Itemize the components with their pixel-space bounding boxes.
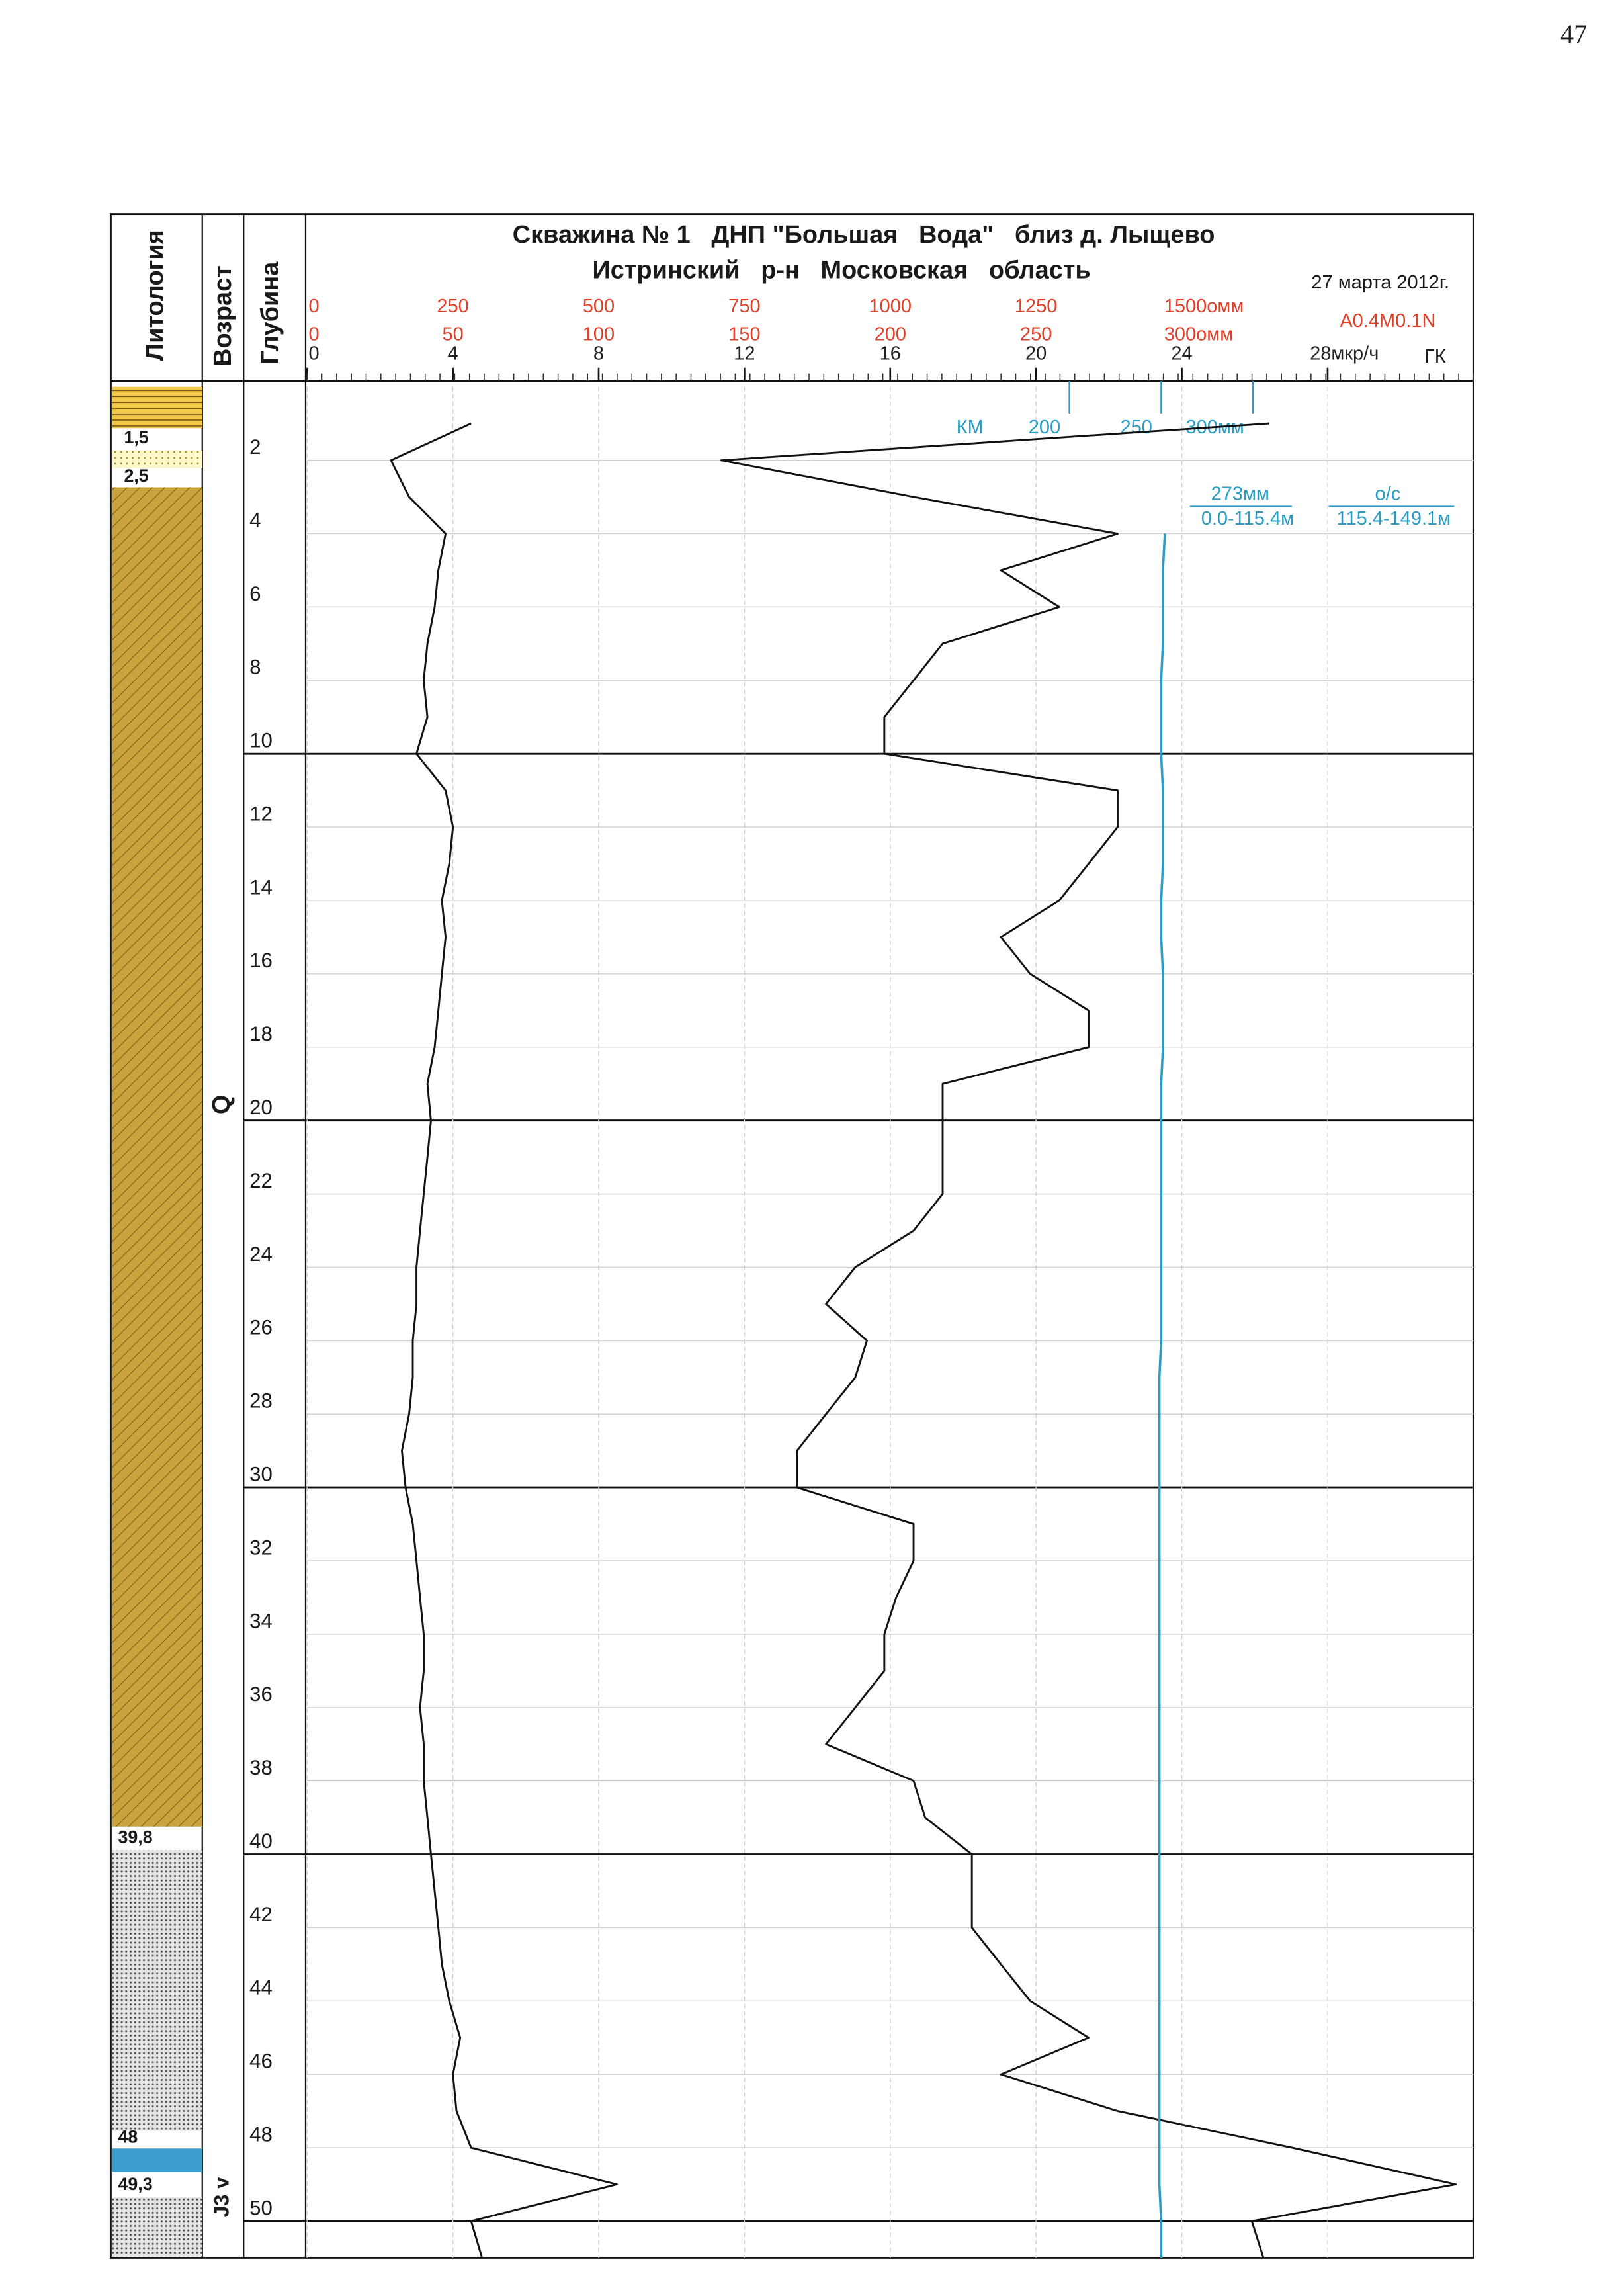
lithology-label: 49,3 [118,2174,153,2194]
scale-label: 250 [437,296,468,317]
column-header: Литология [142,230,169,361]
scale-label: 150 [728,324,760,345]
scale-label: 500 [583,296,615,317]
page-number: 47 [1560,19,1587,49]
scale-label: 1000 [869,296,912,317]
depth-label: 18 [249,1022,273,1045]
annotation: 0.0-115.4м [1201,508,1294,529]
depth-label: 46 [249,2050,273,2073]
legend-label: A0.4M0.1N [1340,310,1435,331]
scale-label: 20 [1025,343,1047,364]
depth-label: 20 [249,1096,273,1119]
depth-label: 22 [249,1169,273,1192]
scale-label: 1500омм [1164,296,1244,317]
depth-label: 10 [249,729,273,752]
scale-label: 200 [875,324,906,345]
depth-label: 24 [249,1243,273,1266]
lithology-layer [112,450,202,468]
scale-label: 250 [1020,324,1052,345]
lithology-label: 39,8 [118,1827,153,1847]
age-label: Q [208,1095,235,1115]
depth-label: 38 [249,1756,273,1779]
scale-label: 24 [1171,343,1192,364]
sheet: 47 1,5 2,5 39,8 48 49,3 Литология Возрас… [109,19,1587,2259]
scale-label: 16 [880,343,901,364]
depth-label: 4 [249,509,261,532]
annotation: о/с [1375,483,1401,504]
depth-label: 32 [249,1536,273,1559]
date: 27 марта 2012г. [1311,272,1449,293]
depth-label: 16 [249,949,273,972]
scale-label: 28мкр/ч [1310,343,1379,364]
column-header: Глубина [257,261,284,365]
frame [109,213,1474,2259]
depth-label: 44 [249,1976,273,1999]
log-curve [1158,533,1166,2258]
lithology-label: 2,5 [124,466,148,486]
scale-label: 1250 [1015,296,1058,317]
scale-label: 12 [734,343,755,364]
annotation: 115.4-149.1м [1337,508,1451,529]
depth-label: 12 [249,802,273,825]
scale-label: 4 [448,343,458,364]
depth-label: 14 [249,875,273,899]
scale-label: 200 [1029,417,1060,438]
log-curve [390,422,618,2258]
scale-label: 0 [308,324,319,345]
column-header: Возраст [209,265,237,367]
scale-label: 250 [1121,417,1152,438]
depth-label: 6 [249,582,261,605]
depth-label: 36 [249,1683,273,1706]
depth-label: 40 [249,1829,273,1853]
depth-label: 48 [249,2123,273,2146]
annotation: 273мм [1211,483,1269,504]
scale-label: 750 [728,296,760,317]
lithology-layer [112,2197,202,2257]
scale-label: 0 [308,343,319,364]
chart-subtitle: Истринский р-н Московская область [592,257,1090,285]
scale-label: 100 [583,324,615,345]
depth-label: 30 [249,1462,273,1485]
lithology-layer [112,2148,202,2172]
depth-label: 28 [249,1389,273,1413]
depth-label: 42 [249,1903,273,1926]
scale-label: 300омм [1164,324,1233,345]
scale-label: 50 [442,324,463,345]
log-curve [720,422,1457,2258]
depth-label: 34 [249,1609,273,1632]
lithology-label: 48 [118,2127,138,2147]
lithology-layer [112,386,202,429]
depth-label: 2 [249,435,261,459]
chart-title: Скважина № 1 ДНП "Большая Вода" близ д. … [513,221,1215,249]
scale-label: 8 [593,343,604,364]
depth-label: 26 [249,1316,273,1339]
depth-label: 50 [249,2196,273,2219]
scale-label: 0 [308,296,319,317]
depth-label: 8 [249,656,261,679]
lithology-layer [112,487,202,1827]
lithology-layer [112,1850,202,2131]
legend-label: КМ [957,417,984,438]
age-label: J3 v [210,2177,233,2217]
legend-label: ГК [1424,346,1446,367]
lithology-label: 1,5 [124,427,148,447]
